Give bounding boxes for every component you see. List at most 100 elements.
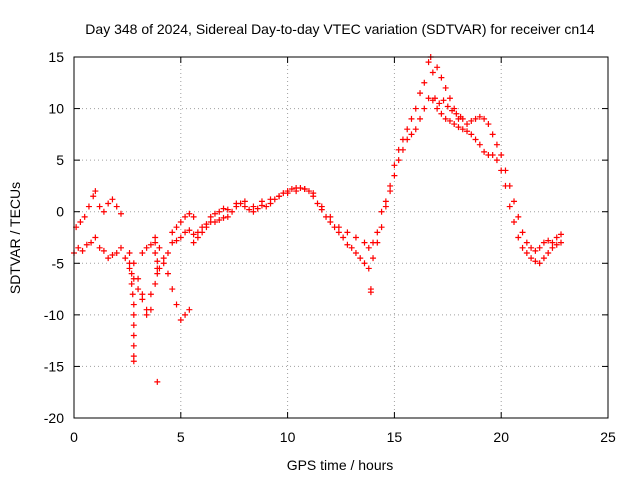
data-point — [216, 208, 223, 215]
data-point — [109, 196, 116, 203]
data-point — [532, 258, 539, 265]
data-point — [506, 182, 513, 189]
data-point — [128, 280, 135, 287]
data-point — [412, 126, 419, 133]
data-point — [344, 241, 351, 248]
data-point — [412, 105, 419, 112]
data-point — [523, 239, 530, 246]
data-point — [154, 265, 161, 272]
data-point — [130, 311, 137, 318]
data-point — [327, 213, 334, 220]
data-point — [523, 249, 530, 256]
data-point — [143, 244, 150, 251]
data-point — [451, 121, 458, 128]
data-point — [408, 115, 415, 122]
data-point — [361, 239, 368, 246]
data-point — [276, 193, 283, 200]
data-point — [549, 239, 556, 246]
data-point — [152, 280, 159, 287]
data-point — [96, 203, 103, 210]
data-point — [152, 234, 159, 241]
data-point — [169, 239, 176, 246]
x-tick-label: 20 — [493, 429, 509, 445]
data-point — [81, 213, 88, 220]
data-point — [493, 157, 500, 164]
data-point — [207, 213, 214, 220]
data-point — [224, 213, 231, 220]
data-point — [177, 219, 184, 226]
data-points — [71, 54, 565, 385]
data-point — [154, 378, 161, 385]
data-point — [199, 229, 206, 236]
data-point — [352, 249, 359, 256]
data-point — [549, 244, 556, 251]
data-point — [468, 117, 475, 124]
data-point — [367, 286, 374, 293]
data-point — [267, 196, 274, 203]
data-point — [335, 224, 342, 231]
data-point — [126, 260, 133, 267]
data-point — [152, 249, 159, 256]
data-point — [154, 258, 161, 265]
data-point — [139, 249, 146, 256]
data-point — [182, 311, 189, 318]
data-point — [105, 255, 112, 262]
x-tick-labels: 0 5 10 15 20 25 — [70, 429, 616, 445]
data-point — [301, 186, 308, 193]
data-point — [417, 90, 424, 97]
data-point — [506, 203, 513, 210]
data-point — [130, 332, 137, 339]
data-point — [476, 113, 483, 120]
data-point — [545, 249, 552, 256]
data-point — [519, 244, 526, 251]
data-point — [528, 244, 535, 251]
y-tick-labels: -20 -15 -10 -5 0 5 10 15 — [44, 49, 64, 426]
data-point — [130, 353, 137, 360]
data-point — [122, 255, 129, 262]
data-point — [186, 227, 193, 234]
data-point — [75, 244, 82, 251]
data-point — [387, 182, 394, 189]
data-point — [85, 203, 92, 210]
data-point — [250, 208, 257, 215]
data-point — [203, 224, 210, 231]
data-point — [481, 148, 488, 155]
data-point — [431, 95, 438, 102]
x-tick-label: 10 — [280, 429, 296, 445]
data-point — [130, 301, 137, 308]
data-point — [297, 184, 304, 191]
data-point — [177, 317, 184, 324]
data-point — [77, 219, 84, 226]
data-point — [370, 255, 377, 262]
data-point — [117, 210, 124, 217]
data-point — [139, 291, 146, 298]
data-point — [438, 74, 445, 81]
data-point — [169, 286, 176, 293]
data-point — [83, 241, 90, 248]
data-point — [553, 234, 560, 241]
x-tick-label: 15 — [387, 429, 403, 445]
y-tick-label: 0 — [56, 204, 64, 220]
data-point — [186, 306, 193, 313]
data-point — [378, 208, 385, 215]
data-point — [139, 296, 146, 303]
data-point — [464, 121, 471, 128]
data-point — [250, 203, 257, 210]
data-point — [92, 234, 99, 241]
data-point — [263, 203, 270, 210]
data-point — [395, 157, 402, 164]
data-point — [442, 84, 449, 91]
data-point — [79, 247, 86, 254]
data-point — [434, 105, 441, 112]
data-point — [489, 151, 496, 158]
data-point — [436, 100, 443, 107]
data-point — [382, 198, 389, 205]
data-point — [361, 260, 368, 267]
data-point — [129, 291, 136, 298]
data-point — [340, 234, 347, 241]
data-point — [404, 126, 411, 133]
data-point — [318, 203, 325, 210]
data-point — [160, 255, 167, 262]
data-point — [105, 200, 112, 207]
